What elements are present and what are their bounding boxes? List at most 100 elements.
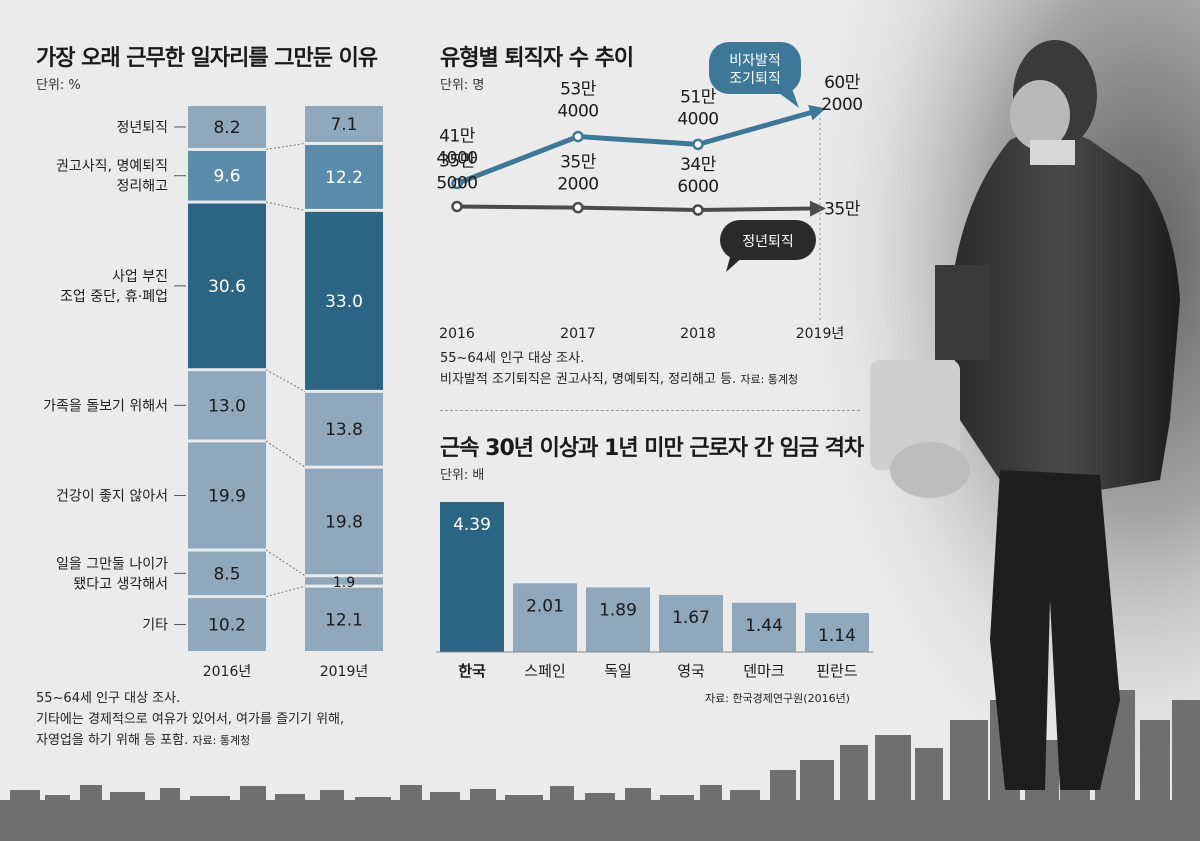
line-source: 자료: 통계청 bbox=[740, 373, 799, 386]
stack-value-label: 33.0 bbox=[325, 292, 363, 312]
stack-segment bbox=[188, 442, 266, 549]
stack-value-label: 13.0 bbox=[208, 396, 246, 416]
stack-chart-unit: 단위: % bbox=[36, 78, 81, 93]
stack-note-3: 자영업을 하기 위해 등 포함. bbox=[36, 733, 189, 748]
stack-chart: 8.2 9.6 30.6 13.0 19.9 8.5 10.2 2016년 7.1 12.2 33.… bbox=[43, 106, 383, 680]
series-line bbox=[456, 204, 821, 213]
wage-bar bbox=[659, 594, 723, 652]
bubble-tail bbox=[775, 86, 799, 108]
bubble-shape bbox=[709, 42, 801, 94]
stack-segment-label: 정년퇴직 bbox=[116, 120, 168, 136]
stack-connector bbox=[265, 142, 306, 150]
stack-category-label: 2016년 bbox=[203, 664, 252, 680]
bar-chart: 4.39 한국 2.01 스페인 1.89 독일 1.67 영국 1.44 덴마크 1.14 핀란드 bbox=[436, 502, 873, 680]
stack-value-label: 1.9 bbox=[333, 575, 355, 591]
stack-value-label: 13.8 bbox=[325, 420, 363, 440]
stack-source: 자료: 통계청 bbox=[192, 734, 251, 747]
section-divider bbox=[440, 410, 860, 411]
x-tick-label: 2019년 bbox=[796, 326, 845, 342]
stack-segment bbox=[305, 392, 383, 466]
series-point-label: 35만 bbox=[439, 151, 476, 171]
stack-value-label: 30.6 bbox=[208, 277, 246, 297]
stack-segment bbox=[188, 598, 266, 651]
city-skyline bbox=[0, 690, 1200, 841]
stack-segment-label: 조업 중단, 휴·폐업 bbox=[60, 289, 168, 305]
series-name-label: 정년퇴직 bbox=[742, 234, 794, 250]
wage-bar bbox=[586, 587, 650, 652]
stack-segment bbox=[188, 106, 266, 148]
series-point-label: 2000 bbox=[821, 95, 862, 115]
series-point-label: 34만 bbox=[680, 155, 717, 175]
line-chart-unit: 단위: 명 bbox=[440, 78, 485, 93]
wage-value-label: 2.01 bbox=[526, 596, 564, 616]
businessman-figure bbox=[870, 40, 1180, 790]
line-chart-notes: 55~64세 인구 대상 조사. 비자발적 조기퇴직은 권고사직, 명예퇴직, … bbox=[440, 348, 798, 390]
wage-value-label: 4.39 bbox=[453, 515, 491, 535]
stack-value-label: 8.5 bbox=[213, 564, 240, 584]
stack-segment bbox=[305, 577, 383, 585]
stack-segment-label: 가족을 돌보기 위해서 bbox=[43, 398, 168, 414]
series-marker bbox=[572, 130, 584, 143]
stack-segment bbox=[188, 551, 266, 596]
wage-value-label: 1.14 bbox=[818, 626, 856, 646]
series-point-label: 4000 bbox=[557, 102, 598, 122]
stack-connector bbox=[265, 369, 306, 392]
stack-segment-label: 권고사직, 명예퇴직 bbox=[56, 159, 168, 175]
bar-chart-unit: 단위: 배 bbox=[440, 468, 485, 483]
stack-value-label: 12.2 bbox=[325, 168, 363, 188]
wage-value-label: 1.67 bbox=[672, 608, 710, 628]
bubble-retirement: 정년퇴직 bbox=[720, 220, 816, 272]
stack-chart-title: 가장 오래 근무한 일자리를 그만둔 이유 bbox=[36, 46, 378, 71]
stack-note-2: 기타에는 경제적으로 여유가 있어서, 여가를 즐기기 위해, bbox=[36, 712, 345, 727]
wage-value-label: 1.89 bbox=[599, 600, 637, 620]
stack-segment bbox=[305, 468, 383, 575]
wage-value-label: 1.44 bbox=[745, 616, 783, 636]
series-marker bbox=[692, 204, 704, 216]
wage-category-label: 스페인 bbox=[524, 662, 565, 680]
series-name-label: 비자발적 bbox=[729, 53, 781, 69]
series-point-label: 5000 bbox=[436, 173, 477, 193]
stack-segment-label: 기타 bbox=[142, 618, 168, 634]
bubble-tail bbox=[726, 250, 744, 272]
wage-category-label: 독일 bbox=[604, 662, 632, 680]
stack-segment-label: 정리해고 bbox=[116, 179, 168, 195]
series-arrowhead bbox=[809, 200, 826, 217]
series-marker bbox=[572, 201, 584, 214]
series-name-label: 조기퇴직 bbox=[729, 71, 781, 87]
line-chart-title: 유형별 퇴직자 수 추이 bbox=[440, 46, 634, 71]
series-point-label: 51만 bbox=[680, 87, 717, 107]
series-point-label: 4000 bbox=[436, 148, 477, 168]
stack-segment bbox=[188, 371, 266, 440]
stack-value-label: 8.2 bbox=[213, 118, 240, 138]
wage-bar bbox=[805, 613, 869, 652]
wage-category-label: 한국 bbox=[458, 662, 486, 680]
bar-chart-title: 근속 30년 이상과 1년 미만 근로자 간 임금 격차 bbox=[440, 436, 864, 461]
stack-value-label: 19.8 bbox=[325, 512, 363, 532]
stack-segment-label: 사업 부진 bbox=[112, 269, 168, 285]
stack-segment-label: 됐다고 생각해서 bbox=[73, 576, 168, 592]
wage-bar bbox=[513, 583, 577, 652]
series-point-label: 2000 bbox=[557, 175, 598, 195]
stack-category-label: 2019년 bbox=[320, 664, 369, 680]
series-arrowhead bbox=[808, 105, 826, 121]
stack-segment bbox=[305, 144, 383, 209]
series-point-label: 60만 bbox=[824, 73, 861, 93]
series-line bbox=[456, 107, 821, 186]
stack-connector bbox=[265, 201, 306, 211]
series-marker bbox=[451, 200, 463, 213]
bubble-shape bbox=[720, 220, 816, 260]
stack-value-label: 12.1 bbox=[325, 610, 363, 630]
stack-value-label: 9.6 bbox=[213, 167, 240, 187]
series-point-label: 4000 bbox=[677, 109, 718, 129]
series-marker bbox=[451, 177, 463, 190]
series-point-label: 53만 bbox=[560, 80, 597, 100]
line-note-1: 55~64세 인구 대상 조사. bbox=[440, 351, 585, 366]
x-tick-label: 2016 bbox=[439, 326, 475, 342]
wage-bar bbox=[732, 602, 796, 652]
series-point-label: 35만 bbox=[824, 199, 861, 219]
stack-segment bbox=[305, 106, 383, 142]
stack-segment bbox=[188, 150, 266, 201]
stack-connector bbox=[265, 549, 306, 577]
series-point-label: 6000 bbox=[677, 177, 718, 197]
